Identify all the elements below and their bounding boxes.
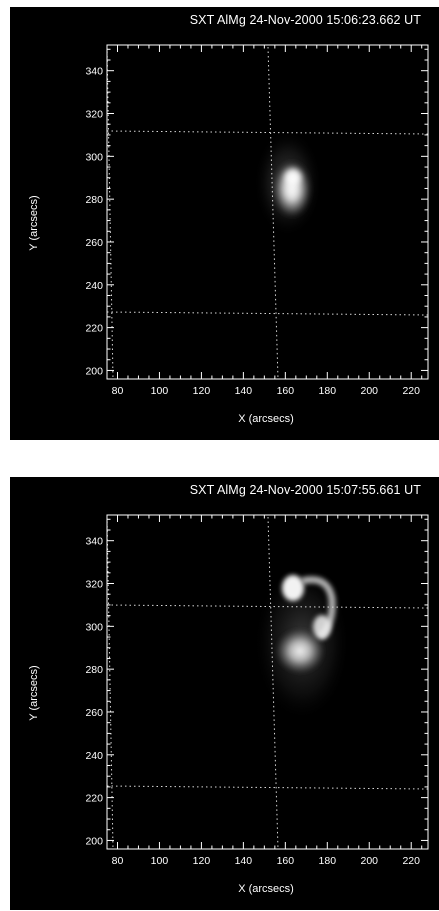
x-tick-label: 200 [360,385,378,397]
y-tick-label: 220 [85,323,103,335]
y-tick-label: 280 [85,194,103,206]
x-tick-label: 100 [151,385,169,397]
x-axis-label: X (arcsecs) [238,413,294,425]
y-tick-label: 200 [85,835,103,847]
x-tick-labels: 80 100 120 140 160 180 200 220 [112,855,420,867]
y-tick-label: 200 [85,365,103,377]
y-tick-labels: 200 220 240 260 280 300 320 340 [85,66,103,378]
x-tick-label: 120 [193,855,211,867]
x-tick-label: 80 [112,855,124,867]
y-axis-ticks [107,518,428,841]
y-tick-label: 280 [85,664,103,676]
y-tick-label: 320 [85,109,103,121]
solar-flare-emission [254,129,322,237]
y-axis-label: Y (arcsecs) [28,665,40,721]
y-axis-label: Y (arcsecs) [28,195,40,251]
image-panel-2: SXT AlMg 24-Nov-2000 15:07:55.661 UT [10,477,439,910]
x-axis-label: X (arcsecs) [238,883,294,895]
x-tick-label: 160 [277,385,295,397]
plot-axes [106,44,429,380]
solar-image-plot: 80 100 120 140 160 180 200 220 200 220 240 260 280 3… [85,44,429,397]
solar-flare-emission [254,565,350,721]
x-tick-label: 200 [360,855,378,867]
y-tick-label: 300 [85,621,103,633]
plot-axes [106,514,429,850]
x-axis-ticks [106,45,423,379]
x-axis-ticks [106,515,423,849]
y-tick-label: 220 [85,793,103,805]
y-tick-label: 320 [85,579,103,591]
panel-title: SXT AlMg 24-Nov-2000 15:06:23.662 UT [189,13,421,27]
x-tick-label: 120 [193,385,211,397]
x-tick-label: 160 [277,855,295,867]
y-tick-labels: 200 220 240 260 280 300 320 340 [85,536,103,848]
solar-image-plot: 80 100 120 140 160 180 200 220 200 220 240 260 280 3… [85,514,429,867]
y-tick-label: 340 [85,66,103,78]
panel-title: SXT AlMg 24-Nov-2000 15:07:55.661 UT [189,483,421,497]
x-tick-label: 80 [112,385,124,397]
x-tick-labels: 80 100 120 140 160 180 200 220 [112,385,420,397]
y-tick-label: 340 [85,536,103,548]
y-axis-ticks [107,48,428,371]
image-panel-1: SXT AlMg 24-Nov-2000 15:06:23.662 UT [10,7,439,440]
x-tick-label: 220 [402,385,420,397]
y-tick-label: 260 [85,707,103,719]
x-tick-label: 180 [319,855,337,867]
x-tick-label: 140 [235,855,253,867]
x-tick-label: 140 [235,385,253,397]
x-tick-label: 220 [402,855,420,867]
y-tick-label: 240 [85,750,103,762]
x-tick-label: 180 [319,385,337,397]
x-tick-label: 100 [151,855,169,867]
y-tick-label: 260 [85,237,103,249]
y-tick-label: 240 [85,280,103,292]
y-tick-label: 300 [85,151,103,163]
